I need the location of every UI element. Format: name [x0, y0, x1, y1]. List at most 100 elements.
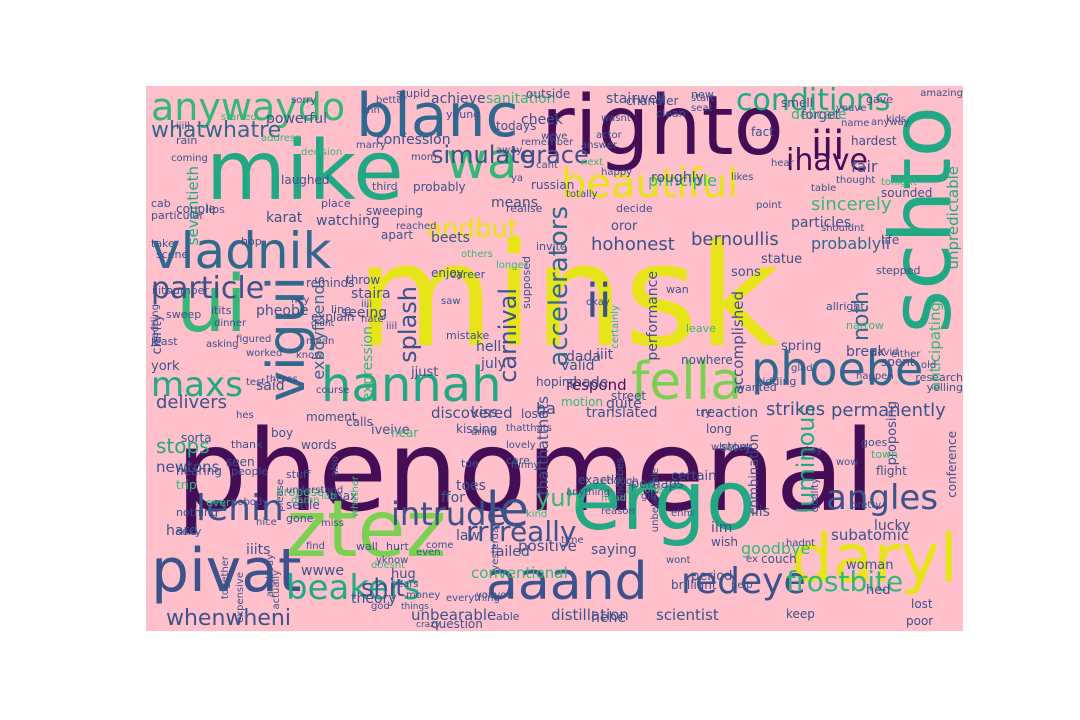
word-cloud-word: hes	[236, 410, 254, 421]
word-cloud-word: principle	[648, 171, 718, 190]
word-cloud-word: wont	[666, 555, 691, 566]
word-cloud-word: totally	[566, 189, 598, 200]
word-cloud-word: smell	[781, 96, 813, 110]
word-cloud-word: seat	[691, 103, 713, 114]
word-cloud-word: hed	[866, 583, 891, 598]
word-cloud-word: yesterday	[490, 521, 501, 571]
word-cloud-word: redeye	[681, 561, 806, 602]
word-cloud-word: pheobe	[256, 303, 309, 319]
word-cloud-word: iim	[711, 520, 733, 536]
word-cloud-word: newtons	[156, 458, 220, 476]
word-cloud-word: together	[220, 556, 231, 600]
word-cloud-word: sorry	[291, 95, 317, 106]
word-cloud-word: hug	[391, 567, 416, 582]
word-cloud-word: minsk	[356, 214, 780, 379]
word-cloud-word: propose	[276, 485, 325, 499]
word-cloud-word: confession	[376, 132, 451, 148]
word-cloud-word: splash	[394, 286, 422, 363]
word-cloud-word: anything	[566, 487, 611, 498]
word-cloud-word: roughly	[651, 170, 704, 186]
word-cloud-word: itits	[211, 304, 232, 317]
word-cloud-word: particular	[151, 209, 204, 222]
word-cloud-word: point	[756, 200, 782, 211]
word-cloud-word: ii	[586, 274, 612, 328]
word-cloud-word: okay	[586, 297, 610, 308]
word-cloud-word: righto	[541, 86, 784, 174]
word-cloud-word: whwhat	[711, 442, 751, 453]
word-cloud-word: subatomic	[831, 526, 910, 544]
word-cloud-word: mistake	[446, 329, 490, 342]
word-cloud-word: saw	[441, 296, 461, 307]
word-cloud-word: calls	[346, 415, 373, 429]
word-cloud-word: hell	[476, 339, 502, 355]
word-cloud-word: settle	[286, 498, 320, 512]
word-cloud-word: outside	[526, 87, 571, 101]
word-cloud-word: statue	[761, 252, 803, 267]
word-cloud-word: funny	[511, 460, 540, 471]
word-cloud-word: iii	[811, 123, 845, 169]
word-cloud-word: test	[246, 377, 266, 388]
word-cloud-word: lab	[321, 491, 337, 502]
word-cloud-word: respond	[566, 376, 627, 394]
word-cloud-word: mean	[306, 336, 335, 347]
word-cloud-word: ya	[511, 173, 524, 184]
word-cloud-word: delicate	[791, 107, 847, 123]
word-cloud-word: expression	[360, 326, 376, 402]
word-cloud-word: forget	[801, 108, 840, 123]
word-cloud-word: kind	[526, 509, 548, 520]
word-cloud-word: hehe	[591, 610, 626, 626]
word-cloud-word: able	[496, 610, 520, 623]
word-cloud-word: frostbite	[786, 565, 904, 598]
word-cloud-word: saying	[591, 542, 637, 558]
word-cloud-word: boy	[271, 426, 294, 440]
word-cloud-word: people	[231, 465, 269, 478]
word-cloud-word: hop	[241, 235, 262, 248]
word-cloud-word: place	[321, 197, 351, 210]
word-cloud-word: law	[456, 528, 480, 544]
word-cloud-word: expensive	[235, 572, 246, 623]
word-cloud-word: career	[450, 268, 486, 281]
word-cloud-word: away	[496, 145, 523, 156]
word-cloud-word: asking	[206, 339, 239, 350]
word-cloud-word: july	[481, 356, 506, 372]
word-cloud-word: ha	[536, 399, 556, 418]
word-cloud-word: reminds	[306, 276, 355, 290]
word-cloud-word: cheek	[521, 112, 563, 128]
word-cloud-word: certainly	[610, 305, 621, 349]
word-cloud-word: unbearable	[411, 606, 497, 624]
word-cloud-word: ztez	[286, 485, 447, 575]
word-cloud-word: quality	[810, 478, 821, 513]
word-cloud-word: started	[221, 112, 257, 123]
word-cloud-word: glad	[791, 363, 813, 374]
word-cloud-word: girl	[641, 491, 658, 502]
word-cloud-word: iiii	[361, 299, 373, 310]
word-cloud-word: dinner	[214, 318, 247, 329]
word-cloud-word: hannah	[321, 357, 502, 413]
word-cloud-word: remember	[521, 137, 574, 148]
word-cloud-word: probablyii	[811, 234, 891, 253]
word-cloud-word: theory	[351, 591, 397, 607]
word-cloud-word: allright	[826, 300, 865, 313]
word-cloud-word: start	[691, 93, 715, 104]
word-cloud-word: stuff	[286, 468, 311, 481]
word-cloud-word: maxs	[151, 365, 243, 405]
word-cloud-word: pretty	[851, 500, 882, 511]
word-cloud-word: whenwheni	[166, 606, 291, 631]
word-cloud-word: drink	[471, 427, 497, 438]
word-cloud-word: decide	[616, 202, 653, 215]
word-cloud-word: aaand	[486, 552, 648, 612]
word-cloud-word: toes	[456, 478, 486, 494]
word-cloud-word: wedding	[150, 304, 161, 347]
word-cloud-word: new	[691, 88, 714, 101]
word-cloud-word: marry	[356, 140, 386, 151]
word-cloud-word: thought	[836, 175, 876, 186]
word-cloud-word: sweeping	[366, 204, 424, 218]
word-cloud-word: reaction	[701, 405, 759, 421]
word-cloud-word: particles	[791, 215, 852, 231]
word-cloud-word: exactly	[578, 473, 622, 487]
word-cloud-word: beakers	[286, 568, 421, 608]
word-cloud-word: better	[376, 95, 407, 106]
word-cloud-word: iiits	[246, 542, 271, 558]
word-cloud-word: anyone	[626, 485, 663, 496]
word-cloud-word: take	[151, 237, 175, 250]
